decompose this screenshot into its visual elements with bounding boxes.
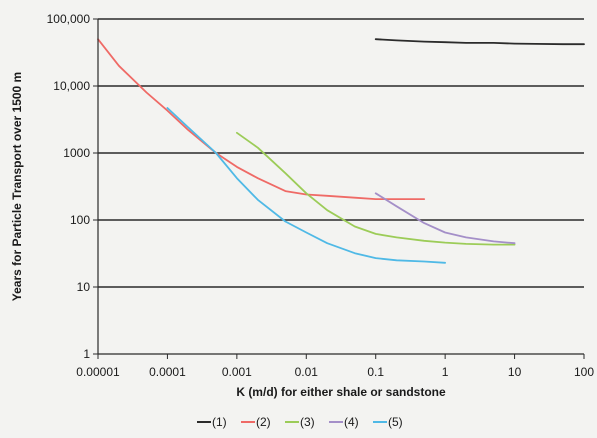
y-tick-label: 100 [70,213,90,227]
x-tick-labels: 0.00001 0.0001 0.001 0.01 0.1 1 10 100 [76,354,594,379]
x-tick-label: 0.00001 [76,365,120,379]
legend-label: (1) [212,415,227,429]
series-line-4 [374,192,516,245]
y-tick-label: 10,000 [53,79,90,93]
x-tick-label: 0.01 [295,365,319,379]
legend-label: (3) [300,415,315,429]
y-tick-label: 1000 [63,146,90,160]
series-line-5 [166,107,447,264]
legend-item-1: (1) [197,415,227,429]
legend: (1) (2) (3) (4) (5) [197,415,403,429]
series-line-3 [235,131,516,246]
x-tick-label: 0.1 [367,365,384,379]
legend-item-2: (2) [241,415,271,429]
series-line-2 [97,38,426,201]
x-tick-label: 10 [508,365,522,379]
gridlines [98,18,584,288]
legend-label: (2) [256,415,271,429]
y-tick-label: 100,000 [47,12,91,26]
y-tick-label: 10 [77,280,91,294]
legend-item-3: (3) [285,415,315,429]
y-axis-title: Years for Particle Transport over 1500 m [10,72,24,301]
x-axis-title: K (m/d) for either shale or sandstone [236,385,446,399]
series-lines [97,38,585,264]
plot-area [97,18,585,355]
x-tick-label: 0.001 [222,365,252,379]
legend-label: (5) [388,415,403,429]
legend-label: (4) [344,415,359,429]
y-tick-labels: 1 10 100 1000 10,000 100,000 [47,12,98,361]
legend-item-5: (5) [373,415,403,429]
x-tick-label: 0.0001 [149,365,186,379]
series-line-1 [374,38,585,46]
y-tick-label: 1 [83,347,90,361]
x-tick-label: 100 [574,365,594,379]
x-tick-label: 1 [442,365,449,379]
legend-item-4: (4) [329,415,359,429]
